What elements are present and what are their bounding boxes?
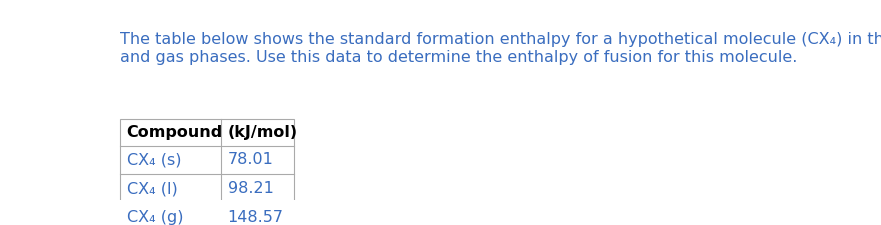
Text: 148.57: 148.57: [227, 210, 284, 225]
Text: (kJ/mol): (kJ/mol): [227, 125, 298, 140]
Text: CX₄ (g): CX₄ (g): [127, 210, 183, 225]
Text: The table below shows the standard formation enthalpy for a hypothetical molecul: The table below shows the standard forma…: [120, 32, 881, 47]
Text: 78.01: 78.01: [227, 153, 273, 167]
Text: and gas phases. Use this data to determine the enthalpy of fusion for this molec: and gas phases. Use this data to determi…: [120, 32, 797, 65]
Text: CX₄ (s): CX₄ (s): [127, 153, 181, 167]
Bar: [120, 119, 294, 225]
Text: Compound: Compound: [127, 125, 223, 140]
Text: CX₄ (l): CX₄ (l): [127, 181, 177, 196]
Text: 98.21: 98.21: [227, 181, 273, 196]
